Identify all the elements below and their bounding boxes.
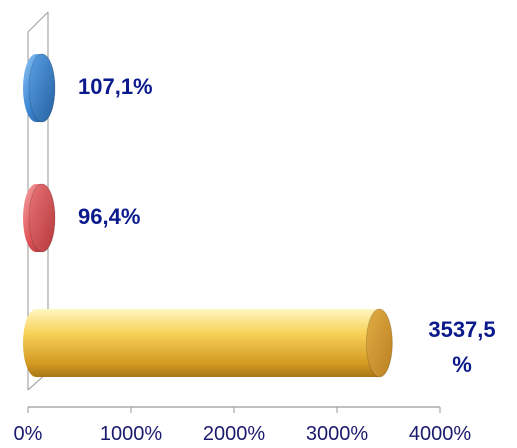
data-label: 96,4% [78,204,140,229]
bar [23,183,56,253]
bar-end-cap [28,183,56,253]
bar [23,308,393,378]
x-tick-label: 4000% [409,423,471,445]
data-label: 3537,5% [428,317,495,377]
data-label: 107,1% [78,74,153,99]
data-labels: 3537,5 % 96,4% 107,1% [78,74,496,377]
bars [23,53,393,378]
bar-body [23,309,393,377]
bar-end-cap [28,53,56,123]
x-tick-label: 0% [14,423,43,445]
x-tick-label: 1000% [100,423,162,445]
x-tick-label: 2000% [203,423,265,445]
x-axis: 0% 1000% 2000% 3000% 4000% [14,406,471,445]
bar-end-cap [365,308,393,378]
bar [23,53,56,123]
x-tick-label: 3000% [306,423,368,445]
